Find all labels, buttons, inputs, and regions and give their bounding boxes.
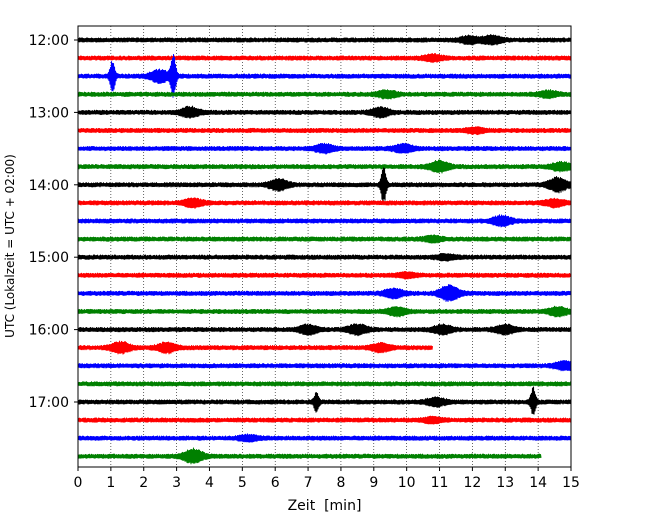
trace-1545 [77, 305, 572, 318]
trace-1515 [77, 271, 572, 280]
trace-1715 [77, 415, 572, 425]
x-tick-label: 0 [74, 475, 83, 491]
y-tick-label: 17:00 [29, 395, 69, 411]
x-tick-label: 15 [562, 475, 580, 491]
x-tick-label: 6 [271, 475, 280, 491]
trace-1345 [77, 159, 572, 174]
y-axis-label: UTC (Lokalzeit = UTC + 02:00) [3, 154, 17, 338]
trace-1730 [77, 433, 572, 443]
x-tick-label: 3 [172, 475, 181, 491]
trace-1645 [77, 381, 572, 387]
x-axis-label: Zeit [min] [288, 498, 362, 514]
trace-1745 [77, 447, 542, 465]
x-tick-label: 2 [139, 475, 148, 491]
trace-1415 [77, 197, 572, 209]
trace-1215 [77, 53, 572, 64]
x-tick-label: 1 [106, 475, 115, 491]
y-tick-label: 13:00 [29, 105, 69, 121]
trace-1700 [77, 386, 572, 415]
x-tick-label: 11 [431, 475, 449, 491]
plot-frame [77, 25, 572, 468]
x-axis: 0 1 2 3 4 5 6 7 8 9 10 11 12 13 14 15 [74, 467, 580, 491]
trace-1600 [77, 323, 572, 337]
x-tick-label: 9 [369, 475, 378, 491]
trace-layer [77, 34, 572, 465]
trace-1630 [77, 360, 572, 372]
x-tick-label: 10 [398, 475, 416, 491]
trace-1615 [77, 340, 434, 355]
trace-1500 [77, 252, 572, 262]
trace-1245 [77, 89, 572, 100]
x-tick-label: 7 [304, 475, 313, 491]
x-tick-label: 5 [238, 475, 247, 491]
trace-1330 [77, 142, 572, 155]
y-axis: 12:00 13:00 14:00 15:00 16:00 17:00 [29, 33, 78, 411]
y-tick-label: 16:00 [29, 323, 69, 339]
x-tick-label: 14 [529, 475, 547, 491]
trace-1300 [77, 105, 572, 119]
x-tick-label: 4 [205, 475, 214, 491]
y-tick-label: 15:00 [29, 250, 69, 266]
x-tick-label: 13 [496, 475, 514, 491]
trace-1230 [77, 54, 572, 98]
trace-1445 [77, 234, 572, 244]
trace-1315 [77, 126, 572, 136]
trace-1400 [77, 167, 572, 205]
y-tick-label: 14:00 [29, 178, 69, 194]
trace-1430 [77, 214, 572, 228]
x-tick-label: 8 [336, 475, 345, 491]
trace-1200 [77, 34, 572, 46]
trace-1530 [77, 284, 572, 303]
y-tick-label: 12:00 [29, 33, 69, 49]
x-tick-label: 12 [463, 475, 481, 491]
